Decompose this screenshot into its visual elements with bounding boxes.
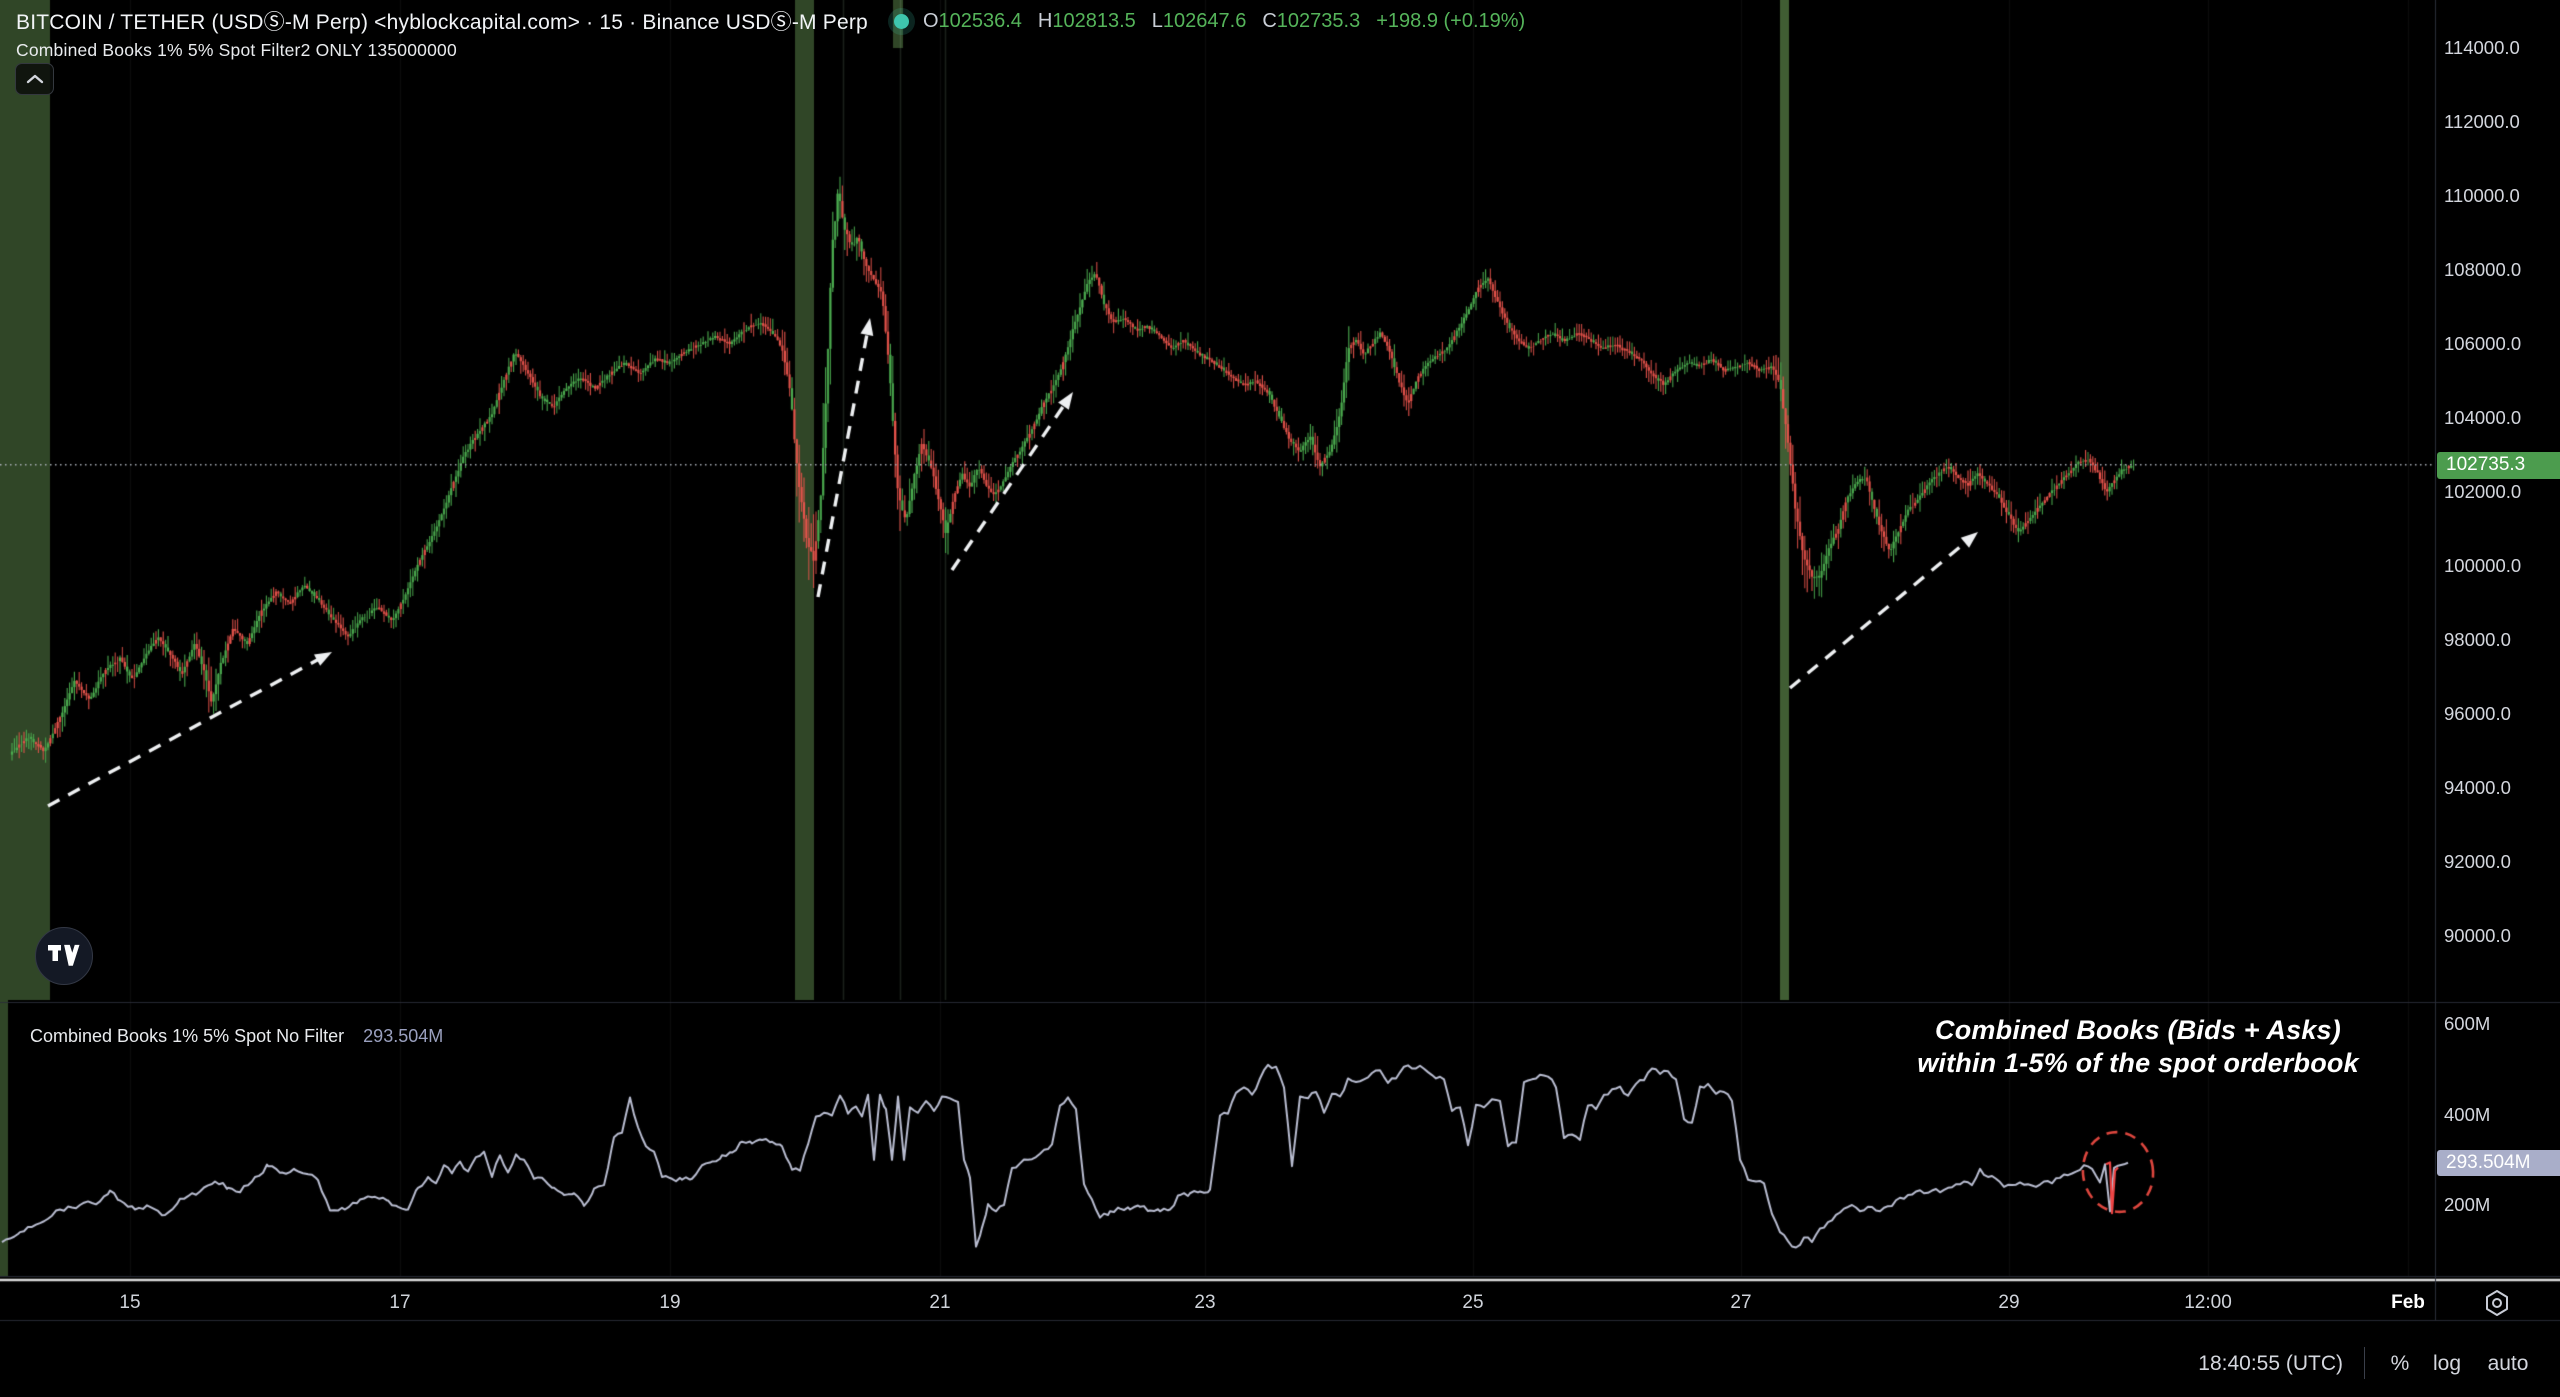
indicator-legend-bottom[interactable]: Combined Books 1% 5% Spot No Filter 293.… <box>30 1026 443 1047</box>
annotation-line2: within 1-5% of the spot orderbook <box>1917 1048 2359 1078</box>
collapse-legend-button[interactable] <box>15 63 54 95</box>
time-tick: 12:00 <box>2184 1292 2232 1313</box>
indicator-bottom-value: 293.504M <box>363 1026 444 1046</box>
time-tick: 19 <box>659 1292 681 1313</box>
volume-tick: 400M <box>2444 1103 2491 1125</box>
symbol-header: BITCOIN / TETHER (USDⓈ-M Perp) <hyblockc… <box>16 6 1525 36</box>
ohlc-readout: O 102536.4 H 102813.5 L 102647.6 C 102735.3 … <box>923 10 1525 33</box>
price-tick: 108000.0 <box>2444 259 2522 280</box>
symbol-title[interactable]: BITCOIN / TETHER (USDⓈ-M Perp) <hyblockc… <box>16 11 868 34</box>
annotation-text: Combined Books (Bids + Asks) within 1-5%… <box>1893 1014 2383 1080</box>
time-tick: 21 <box>929 1292 951 1313</box>
time-tick: 15 <box>119 1292 141 1313</box>
gear-icon <box>2486 1290 2508 1316</box>
ohlc-open-value: 102536.4 <box>938 9 1022 32</box>
price-tick: 104000.0 <box>2444 407 2522 428</box>
tradingview-logo-button[interactable] <box>35 927 93 985</box>
time-axis-settings-button[interactable] <box>2478 1286 2516 1320</box>
auto-scale-button[interactable]: auto <box>2487 1352 2529 1375</box>
ohlc-high-value: 102813.5 <box>1052 9 1136 32</box>
time-tick: 27 <box>1730 1292 1752 1313</box>
price-tick: 90000.0 <box>2444 925 2511 946</box>
connection-status-icon <box>893 13 909 29</box>
price-tick: 110000.0 <box>2444 185 2520 206</box>
clock-utc[interactable]: 18:40:55 (UTC) <box>2198 1352 2343 1375</box>
chevron-up-icon <box>26 74 43 84</box>
time-tick: 25 <box>1462 1292 1484 1313</box>
log-scale-button[interactable]: log <box>2432 1352 2462 1375</box>
time-tick: Feb <box>2391 1292 2425 1313</box>
percent-scale-button[interactable]: % <box>2390 1352 2410 1375</box>
price-tick: 106000.0 <box>2444 333 2522 354</box>
price-tick: 112000.0 <box>2444 111 2520 132</box>
annotation-line1: Combined Books (Bids + Asks) <box>1935 1015 2341 1045</box>
volume-tick: 200M <box>2444 1194 2491 1215</box>
price-tick: 100000.0 <box>2444 555 2522 576</box>
price-tick: 96000.0 <box>2444 703 2511 724</box>
price-tick: 92000.0 <box>2444 851 2511 872</box>
price-tick: 102000.0 <box>2444 481 2522 502</box>
price-tick: 98000.0 <box>2444 629 2511 650</box>
last-price-label: 102735.3 <box>2437 451 2560 479</box>
ohlc-close-label: C <box>1262 9 1277 32</box>
ohlc-low-label: L <box>1151 9 1163 32</box>
ohlc-high-label: H <box>1037 9 1053 32</box>
time-tick: 17 <box>389 1292 411 1313</box>
indicator-bottom-label: Combined Books 1% 5% Spot No Filter <box>30 1026 345 1046</box>
volume-tick: 600M <box>2444 1013 2491 1035</box>
price-tick: 94000.0 <box>2444 777 2511 798</box>
time-tick: 23 <box>1194 1292 1216 1313</box>
price-tick: 114000.0 <box>2444 37 2520 58</box>
toolbar-divider <box>2364 1347 2365 1379</box>
current-volume-label: 293.504M <box>2437 1150 2560 1176</box>
ohlc-close-value: 102735.3 <box>1276 9 1361 32</box>
indicator-legend-top[interactable]: Combined Books 1% 5% Spot Filter2 ONLY 1… <box>16 40 457 60</box>
time-tick: 29 <box>1998 1292 2020 1313</box>
ohlc-open-label: O <box>922 9 939 32</box>
ohlc-change-value: +198.9 (+0.19%) <box>1376 9 1526 32</box>
ohlc-low-value: 102647.6 <box>1162 9 1247 32</box>
tradingview-logo-icon <box>48 944 80 966</box>
